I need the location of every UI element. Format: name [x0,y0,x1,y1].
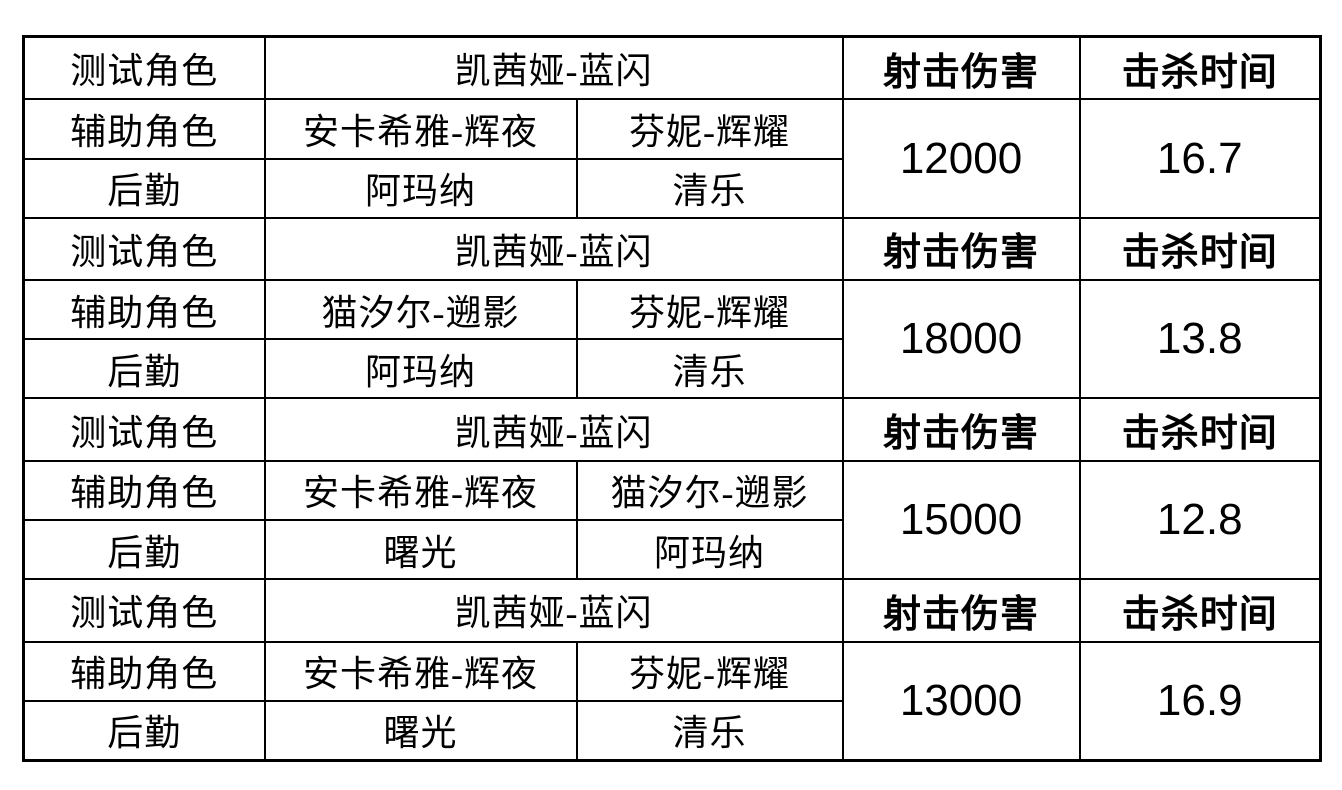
logistics-cell: 曙光 [263,699,578,762]
table-row: 测试角色 凯茜娅-蓝闪 射击伤害 击杀时间 [22,35,1322,101]
damage-value-cell: 18000 [841,279,1081,400]
table-row: 测试角色 凯茜娅-蓝闪 射击伤害 击杀时间 [22,397,1322,462]
test-character-cell: 凯茜娅-蓝闪 [263,35,844,101]
logistics-label-cell: 后勤 [22,699,266,762]
support-role-label-cell: 辅助角色 [22,640,266,702]
support-cell: 芬妮-辉耀 [575,640,844,702]
table-row: 辅助角色 安卡希雅-辉夜 猫汐尔-遡影 15000 12.8 [22,459,1322,581]
table-row: 辅助角色 猫汐尔-遡影 芬妮-辉耀 18000 13.8 [22,279,1322,400]
table-row: 后勤 曙光 阿玛纳 [22,519,1321,581]
support-cell: 猫汐尔-遡影 [263,279,578,341]
table-row: 辅助角色 安卡希雅-辉夜 芬妮-辉耀 12000 16.7 [22,98,1322,219]
logistics-cell: 阿玛纳 [263,338,578,400]
logistics-label-cell: 后勤 [22,157,266,219]
damage-value-cell: 13000 [841,640,1081,762]
table-row: 后勤 阿玛纳 清乐 [22,157,1321,219]
damage-header-cell: 射击伤害 [841,35,1081,101]
support-cell: 安卡希雅-辉夜 [263,98,578,160]
kill-time-value-cell: 12.8 [1078,459,1322,581]
damage-value-cell: 12000 [841,98,1081,219]
logistics-cell: 清乐 [575,157,844,219]
damage-value-cell: 15000 [841,459,1081,581]
logistics-cell: 阿玛纳 [575,519,844,581]
table-row: 测试角色 凯茜娅-蓝闪 射击伤害 击杀时间 [22,216,1322,282]
damage-header-cell: 射击伤害 [841,216,1081,282]
support-cell: 安卡希雅-辉夜 [263,459,578,522]
results-table: 测试角色 凯茜娅-蓝闪 射击伤害 击杀时间 辅助角色 安卡希雅-辉夜 芬妮-辉耀… [22,35,1322,762]
support-cell: 猫汐尔-遡影 [575,459,844,522]
logistics-label-cell: 后勤 [22,519,266,581]
support-cell: 芬妮-辉耀 [575,279,844,341]
kill-time-value-cell: 13.8 [1078,279,1322,400]
table-row: 后勤 曙光 清乐 [22,699,1321,762]
support-role-label-cell: 辅助角色 [22,98,266,160]
test-character-cell: 凯茜娅-蓝闪 [263,397,844,462]
test-role-label-cell: 测试角色 [22,578,266,643]
test-role-label-cell: 测试角色 [22,35,266,101]
kill-time-header-cell: 击杀时间 [1078,216,1322,282]
logistics-cell: 清乐 [575,699,844,762]
table-row: 辅助角色 安卡希雅-辉夜 芬妮-辉耀 13000 16.9 [22,640,1322,762]
table-row: 后勤 阿玛纳 清乐 [22,338,1321,400]
support-cell: 安卡希雅-辉夜 [263,640,578,702]
damage-header-cell: 射击伤害 [841,397,1081,462]
logistics-cell: 阿玛纳 [263,157,578,219]
test-character-cell: 凯茜娅-蓝闪 [263,578,844,643]
logistics-label-cell: 后勤 [22,338,266,400]
logistics-cell: 清乐 [575,338,844,400]
logistics-cell: 曙光 [263,519,578,581]
kill-time-value-cell: 16.7 [1078,98,1322,219]
damage-header-cell: 射击伤害 [841,578,1081,643]
support-role-label-cell: 辅助角色 [22,459,266,522]
test-role-label-cell: 测试角色 [22,216,266,282]
test-role-label-cell: 测试角色 [22,397,266,462]
table-row: 测试角色 凯茜娅-蓝闪 射击伤害 击杀时间 [22,578,1322,643]
test-character-cell: 凯茜娅-蓝闪 [263,216,844,282]
support-cell: 芬妮-辉耀 [575,98,844,160]
kill-time-header-cell: 击杀时间 [1078,578,1322,643]
kill-time-value-cell: 16.9 [1078,640,1322,762]
kill-time-header-cell: 击杀时间 [1078,397,1322,462]
support-role-label-cell: 辅助角色 [22,279,266,341]
kill-time-header-cell: 击杀时间 [1078,35,1322,101]
